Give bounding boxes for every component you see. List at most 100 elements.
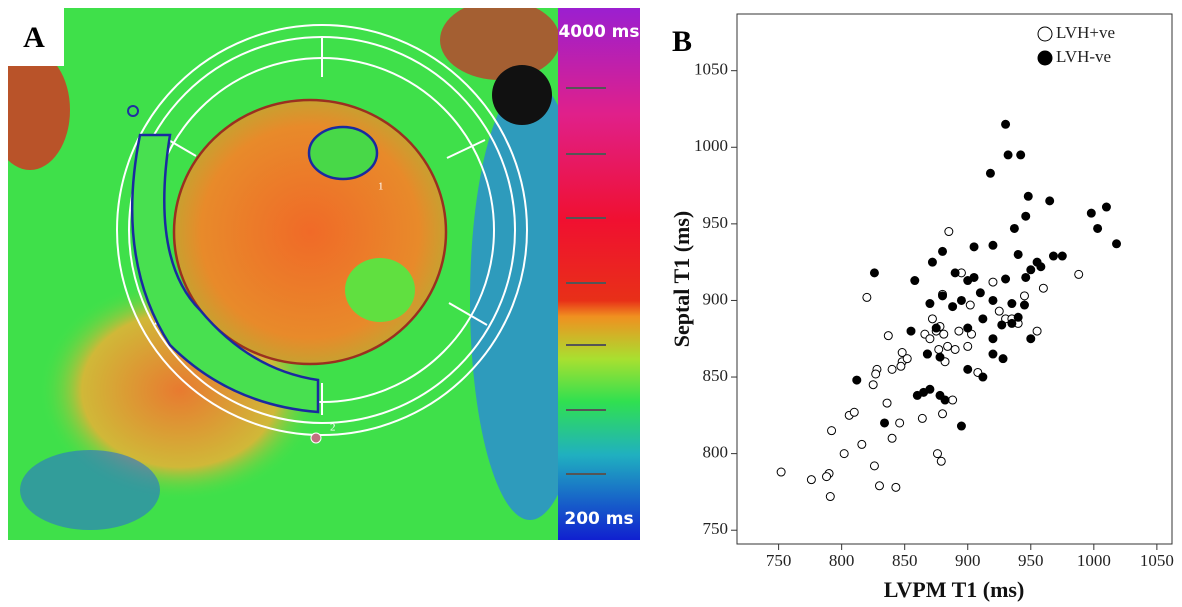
point <box>869 268 879 278</box>
point <box>902 354 912 364</box>
point <box>932 449 942 459</box>
point <box>1019 291 1029 301</box>
point <box>938 291 948 301</box>
point <box>887 433 897 443</box>
point <box>827 426 837 436</box>
point <box>849 407 859 417</box>
point <box>1021 211 1031 221</box>
point <box>1007 299 1017 309</box>
point <box>1112 239 1122 249</box>
point <box>963 276 973 286</box>
point <box>1026 334 1036 344</box>
point <box>852 375 862 385</box>
point <box>1036 262 1046 272</box>
y-tick-label: 950 <box>703 213 729 232</box>
x-tick-label: 750 <box>766 551 792 570</box>
point <box>927 257 937 267</box>
x-tick-label: 850 <box>892 551 918 570</box>
legend-marker <box>1037 50 1053 66</box>
point <box>874 481 884 491</box>
point <box>988 277 998 287</box>
point <box>938 409 948 419</box>
point <box>776 467 786 477</box>
panel-label-box <box>8 8 64 66</box>
point <box>1086 208 1096 218</box>
colorbar-max: 4000 ms <box>558 22 639 42</box>
point <box>988 240 998 250</box>
point <box>1048 251 1058 261</box>
point <box>1023 191 1033 201</box>
point <box>988 334 998 344</box>
point <box>985 168 995 178</box>
point <box>912 390 922 400</box>
point <box>883 331 893 341</box>
point <box>978 314 988 324</box>
point <box>963 323 973 333</box>
colorbar-ticks <box>566 87 606 475</box>
point <box>939 329 949 339</box>
y-tick-label: 1000 <box>694 136 728 155</box>
point <box>871 369 881 379</box>
point <box>1019 300 1029 310</box>
point <box>869 461 879 471</box>
point <box>997 320 1007 330</box>
point <box>1021 272 1031 282</box>
y-tick-label: 850 <box>703 366 729 385</box>
point <box>948 395 958 405</box>
point <box>954 326 964 336</box>
panel-label: A <box>23 21 45 54</box>
point <box>1045 196 1055 206</box>
point <box>925 299 935 309</box>
y-tick-label: 800 <box>703 443 729 462</box>
point <box>1057 251 1067 261</box>
point <box>1032 326 1042 336</box>
x-tick-label: 800 <box>829 551 855 570</box>
point <box>825 492 835 502</box>
legend-label: LVH-ve <box>1056 47 1111 66</box>
x-tick-label: 950 <box>1018 551 1044 570</box>
point <box>948 302 958 312</box>
point <box>975 288 985 298</box>
point <box>998 354 1008 364</box>
point <box>936 456 946 466</box>
point <box>1074 269 1084 279</box>
point <box>927 314 937 324</box>
point <box>906 326 916 336</box>
x-tick-label: 1000 <box>1077 551 1111 570</box>
point <box>1001 119 1011 129</box>
y-axis-title: Septal T1 (ms) <box>669 211 694 348</box>
y-tick-label: 750 <box>703 519 729 538</box>
y-tick-label: 900 <box>703 289 729 308</box>
point <box>887 364 897 374</box>
point <box>922 349 932 359</box>
point <box>963 341 973 351</box>
point <box>1001 274 1011 284</box>
roi-label: 1 <box>378 181 384 193</box>
point <box>862 292 872 302</box>
point <box>978 372 988 382</box>
point <box>1093 223 1103 233</box>
y-tick-label: 1050 <box>694 60 728 79</box>
point <box>965 300 975 310</box>
point <box>944 227 954 237</box>
point <box>910 276 920 286</box>
colorbar-min: 200 ms <box>564 509 633 529</box>
point <box>956 421 966 431</box>
point <box>994 306 1004 316</box>
point <box>882 398 892 408</box>
point <box>969 242 979 252</box>
point <box>1013 312 1023 322</box>
point <box>1003 150 1013 160</box>
point <box>934 344 944 354</box>
point <box>963 364 973 374</box>
point <box>896 361 906 371</box>
point <box>1026 265 1036 275</box>
point <box>895 418 905 428</box>
legend-marker <box>1037 26 1053 42</box>
point <box>822 472 832 482</box>
point <box>891 482 901 492</box>
point <box>880 418 890 428</box>
point <box>925 334 935 344</box>
